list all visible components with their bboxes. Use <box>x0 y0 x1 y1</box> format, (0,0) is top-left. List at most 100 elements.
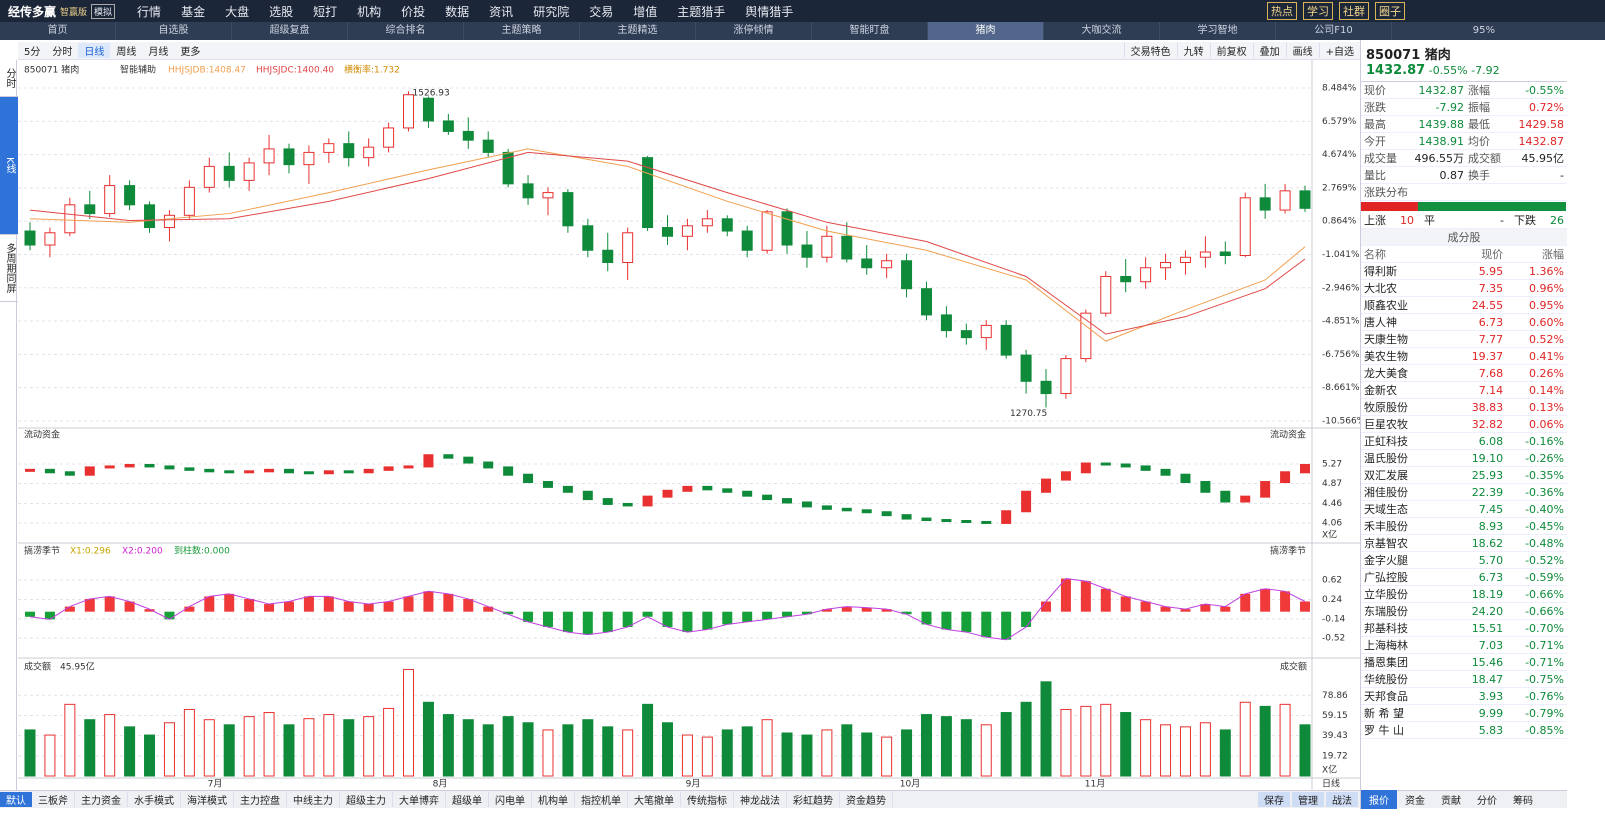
panel-tab[interactable]: 分价 <box>1477 796 1497 807</box>
toolbar-item[interactable]: 九转 <box>1176 43 1210 58</box>
menu-item[interactable]: 选股 <box>269 4 294 19</box>
menu-item[interactable]: 机构 <box>357 4 382 19</box>
menu-item[interactable]: 行情 <box>137 4 162 19</box>
menu-button[interactable]: 圈子 <box>1375 2 1405 20</box>
tab[interactable]: 超级复盘 <box>232 22 348 40</box>
bottom-tab[interactable]: 主力控盘 <box>234 792 287 807</box>
bottom-tab[interactable]: 水手模式 <box>128 792 181 807</box>
bottom-tab[interactable]: 主力资金 <box>75 792 128 807</box>
toolbar-item[interactable]: 更多 <box>180 47 201 58</box>
bottom-tab[interactable]: 默认 <box>0 792 32 807</box>
bottom-tab[interactable]: 三板斧 <box>32 792 75 807</box>
side-tab[interactable]: 多周期同屏 <box>0 235 19 302</box>
cons-row[interactable]: 巨星农牧 32.82 0.06% <box>1361 416 1567 433</box>
tab[interactable]: 主题精选 <box>580 22 696 40</box>
menu-item[interactable]: 短打 <box>313 4 338 19</box>
panel-tab[interactable]: 贡献 <box>1441 796 1461 807</box>
cons-row[interactable]: 华统股份 18.47 -0.75% <box>1361 671 1567 688</box>
panel-tab[interactable]: 筹码 <box>1513 796 1533 807</box>
tab[interactable]: 主题策略 <box>464 22 580 40</box>
tab[interactable]: 综合排名 <box>348 22 464 40</box>
cons-row[interactable]: 温氏股份 19.10 -0.26% <box>1361 450 1567 467</box>
bottom-tab[interactable]: 神龙战法 <box>734 792 787 807</box>
panel-tab[interactable]: 报价 <box>1361 790 1397 809</box>
toolbar-item[interactable]: 画线 <box>1285 43 1319 58</box>
bottom-tab[interactable]: 超级主力 <box>340 792 393 807</box>
tab[interactable]: 学习智地 <box>1160 22 1276 40</box>
cons-row[interactable]: 金字火腿 5.70 -0.52% <box>1361 552 1567 569</box>
bottom-action[interactable]: 保存 <box>1258 792 1290 807</box>
cons-row[interactable]: 立华股份 18.19 -0.66% <box>1361 586 1567 603</box>
menu-button[interactable]: 学习 <box>1303 2 1333 20</box>
cons-row[interactable]: 金新农 7.14 0.14% <box>1361 382 1567 399</box>
menu-button[interactable]: 热点 <box>1267 2 1297 20</box>
tab[interactable]: 公司F10 <box>1276 22 1392 40</box>
tab[interactable]: 智能盯盘 <box>812 22 928 40</box>
toolbar-item[interactable]: 周线 <box>116 47 137 58</box>
bottom-tab[interactable]: 闪电单 <box>489 792 532 807</box>
cons-row[interactable]: 天域生态 7.45 -0.40% <box>1361 501 1567 518</box>
cons-row[interactable]: 牧原股份 38.83 0.13% <box>1361 399 1567 416</box>
toolbar-item[interactable]: 交易特色 <box>1123 43 1177 58</box>
cons-row[interactable]: 湘佳股份 22.39 -0.36% <box>1361 484 1567 501</box>
cons-row[interactable]: 东瑞股份 24.20 -0.66% <box>1361 603 1567 620</box>
bottom-tab[interactable]: 超级单 <box>446 792 489 807</box>
toolbar-item[interactable]: +自选 <box>1318 43 1360 58</box>
menu-item[interactable]: 资讯 <box>489 4 514 19</box>
menu-item[interactable]: 交易 <box>589 4 614 19</box>
cons-row[interactable]: 大北农 7.35 0.96% <box>1361 280 1567 297</box>
cons-row[interactable]: 邦基科技 15.51 -0.70% <box>1361 620 1567 637</box>
cons-row[interactable]: 龙大美食 7.68 0.26% <box>1361 365 1567 382</box>
toolbar-item[interactable]: 分时 <box>52 47 73 58</box>
tab[interactable]: 自选股 <box>116 22 232 40</box>
tab[interactable]: 涨停倾情 <box>696 22 812 40</box>
bottom-tab[interactable]: 彩虹趋势 <box>787 792 840 807</box>
bottom-tab[interactable]: 指控机单 <box>575 792 628 807</box>
menu-item[interactable]: 基金 <box>181 4 206 19</box>
toolbar-item[interactable]: 月线 <box>148 47 169 58</box>
bottom-tab[interactable]: 中线主力 <box>287 792 340 807</box>
bottom-tab[interactable]: 海洋模式 <box>181 792 234 807</box>
tab[interactable]: 大咖交流 <box>1044 22 1160 40</box>
bottom-tab[interactable]: 传统指标 <box>681 792 734 807</box>
cons-row[interactable]: 双汇发展 25.93 -0.35% <box>1361 467 1567 484</box>
cons-row[interactable]: 广弘控股 6.73 -0.59% <box>1361 569 1567 586</box>
cons-row[interactable]: 播恩集团 15.46 -0.71% <box>1361 654 1567 671</box>
cons-row[interactable]: 新 希 望 9.99 -0.79% <box>1361 705 1567 722</box>
menu-item[interactable]: 主题猎手 <box>677 4 726 19</box>
toolbar-item[interactable]: 日线 <box>78 43 111 58</box>
toolbar-item[interactable]: 5分 <box>24 47 41 58</box>
toolbar-item[interactable]: 叠加 <box>1252 43 1286 58</box>
bottom-action[interactable]: 管理 <box>1292 792 1324 807</box>
cons-row[interactable]: 得利斯 5.95 1.36% <box>1361 263 1567 280</box>
bottom-tab[interactable]: 资金趋势 <box>840 792 893 807</box>
tab[interactable]: 首页 <box>0 22 116 40</box>
bottom-tab[interactable]: 大笔撤单 <box>628 792 681 807</box>
bottom-tab[interactable]: 机构单 <box>532 792 575 807</box>
menu-item[interactable]: 增值 <box>633 4 658 19</box>
menu-item[interactable]: 研究院 <box>533 4 570 19</box>
cons-row[interactable]: 唐人神 6.73 0.60% <box>1361 314 1567 331</box>
menu-item[interactable]: 价投 <box>401 4 426 19</box>
side-tab[interactable]: K线 <box>0 97 19 235</box>
cons-row[interactable]: 上海梅林 7.03 -0.71% <box>1361 637 1567 654</box>
cons-row[interactable]: 顺鑫农业 24.55 0.95% <box>1361 297 1567 314</box>
menu-item[interactable]: 大盘 <box>225 4 250 19</box>
panel-tab[interactable]: 资金 <box>1405 796 1425 807</box>
cons-row[interactable]: 天邦食品 3.93 -0.76% <box>1361 688 1567 705</box>
bottom-tab[interactable]: 大单博弈 <box>393 792 446 807</box>
menu-item[interactable]: 舆情猎手 <box>745 4 794 19</box>
cons-row[interactable]: 美农生物 19.37 0.41% <box>1361 348 1567 365</box>
menu-item[interactable]: 数据 <box>445 4 470 19</box>
cons-row[interactable]: 天康生物 7.77 0.52% <box>1361 331 1567 348</box>
toolbar-item[interactable]: 前复权 <box>1209 43 1253 58</box>
tab[interactable]: 猪肉 <box>928 22 1044 40</box>
cons-row[interactable]: 京基智农 18.62 -0.48% <box>1361 535 1567 552</box>
cons-row[interactable]: 禾丰股份 8.93 -0.45% <box>1361 518 1567 535</box>
cons-row[interactable]: 罗 牛 山 5.83 -0.85% <box>1361 722 1567 739</box>
menu-button[interactable]: 社群 <box>1339 2 1369 20</box>
bottom-action[interactable]: 战法 <box>1326 792 1358 807</box>
cons-row[interactable]: 正虹科技 6.08 -0.16% <box>1361 433 1567 450</box>
side-tab[interactable]: 分时 <box>0 60 19 97</box>
logo[interactable]: 经传多赢 <box>8 4 57 19</box>
